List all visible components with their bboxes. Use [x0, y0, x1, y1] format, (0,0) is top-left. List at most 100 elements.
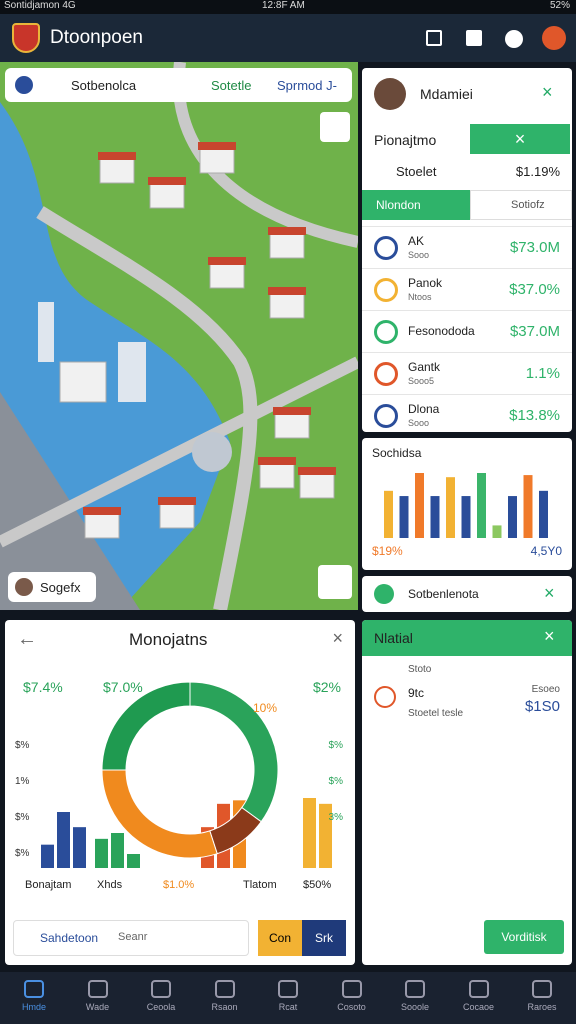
- chart-title: Sochidsa: [372, 446, 422, 460]
- carrier: Sontidjamon 4G: [4, 0, 76, 11]
- nav-item[interactable]: Raroes: [512, 980, 572, 1012]
- map-button[interactable]: [318, 565, 352, 599]
- nav-item[interactable]: Wade: [68, 980, 128, 1012]
- button[interactable]: Con: [258, 920, 302, 956]
- tab[interactable]: Sotiofz: [470, 190, 572, 220]
- bar: [111, 833, 124, 868]
- search-field[interactable]: Sahdetoon Seanr: [13, 920, 249, 956]
- back-button[interactable]: ←: [17, 628, 37, 650]
- axis-label: $%: [15, 812, 30, 823]
- icon-button[interactable]: [466, 30, 482, 46]
- map-search-bar[interactable]: Sotbenolca Sotetle Sprmod J-: [5, 68, 352, 102]
- nav-item[interactable]: Ceoola: [131, 980, 191, 1012]
- tab-label: Sotiofz: [511, 199, 545, 211]
- axis-label: $%: [329, 776, 344, 787]
- search-tab[interactable]: Sotbenolca: [71, 78, 137, 93]
- bottom-nav: Hmde Wade Ceoola Rsaon Rcat Cosoto Sooole Cocao…: [0, 972, 576, 1024]
- item-icon: [374, 686, 396, 708]
- bar: [319, 803, 332, 868]
- mini-chart: [384, 473, 548, 538]
- bar: [384, 490, 393, 538]
- bottom-label: Tlatom: [243, 879, 277, 891]
- bar: [523, 475, 533, 538]
- list-row[interactable]: Panok Ntoos $37.0%: [362, 268, 572, 309]
- close-button[interactable]: ×: [544, 626, 555, 646]
- axis-label: $%: [329, 740, 344, 751]
- avatar[interactable]: [542, 26, 566, 50]
- stat-label: Stoelet: [396, 164, 437, 179]
- bar: [477, 473, 486, 538]
- top-label: $2%: [313, 679, 341, 695]
- status-bar: Sontidjamon 4G 12:8F AM 52%: [0, 0, 576, 14]
- axis-label: 1%: [15, 776, 30, 787]
- bottom-label: Bonajtam: [25, 879, 71, 891]
- close-button[interactable]: ×: [332, 628, 343, 648]
- bar: [446, 477, 455, 538]
- tab-active[interactable]: Nlondon: [362, 190, 470, 220]
- row-title: AK: [408, 234, 425, 248]
- app-title: Dtoonpoen: [50, 27, 143, 48]
- nav-item[interactable]: Sooole: [385, 980, 445, 1012]
- bar: [539, 490, 548, 538]
- row-value: $37.0M: [509, 323, 560, 340]
- close-button[interactable]: ×: [544, 583, 555, 603]
- axis-label: 3%: [329, 812, 344, 823]
- list-row[interactable]: Fesonododa $37.0M: [362, 310, 572, 351]
- row-value: $13.8%: [509, 407, 560, 424]
- notice-icon: [374, 584, 394, 604]
- row-value: $37.0%: [509, 281, 560, 298]
- nav-label: Wade: [85, 1002, 110, 1012]
- nav-item[interactable]: Cocaoe: [449, 980, 509, 1012]
- bar: [41, 844, 54, 868]
- bar: [95, 838, 108, 868]
- axis-label: $%: [15, 848, 30, 859]
- avatar: [374, 78, 406, 110]
- search-tab[interactable]: Sotetle: [211, 78, 252, 93]
- search-text: Sahdetoon: [40, 931, 99, 945]
- nav-item[interactable]: Hmde: [4, 980, 64, 1012]
- location-chip[interactable]: Sogefx: [8, 572, 96, 602]
- nav-item[interactable]: Rcat: [258, 980, 318, 1012]
- nav-icon: [405, 980, 425, 998]
- nav-item[interactable]: Rsaon: [195, 980, 255, 1012]
- nav-label: Raroes: [527, 1002, 557, 1012]
- search-hint: Seanr: [118, 931, 148, 943]
- nav-icon: [151, 980, 171, 998]
- list-row[interactable]: Dlona Sooo $13.8%: [362, 394, 572, 432]
- button-label: Srk: [315, 931, 333, 945]
- icon-button[interactable]: [426, 30, 442, 46]
- nav-icon: [214, 980, 235, 998]
- location-label: Sogefx: [40, 580, 81, 595]
- icon-button[interactable]: [505, 30, 523, 48]
- axis-label: $%: [15, 740, 30, 751]
- item-note: Stoto: [408, 664, 432, 675]
- list-row[interactable]: Gantk Sooo5 1.1%: [362, 352, 572, 393]
- close-tab[interactable]: ×: [470, 124, 570, 154]
- bar: [303, 798, 316, 868]
- row-icon: [374, 236, 398, 260]
- row-subtitle: Sooo: [408, 250, 430, 260]
- notice-card[interactable]: Sotbenlenota ×: [362, 576, 572, 612]
- analytics-chart: $7.4% $7.0% $2% 10% $% 1% $% $% $% $% 3% Bonajtam Xh…: [15, 679, 344, 891]
- row-value: 1.1%: [525, 365, 560, 382]
- nav-item[interactable]: Cosoto: [322, 980, 382, 1012]
- action-button[interactable]: Vorditisk: [484, 920, 564, 954]
- row-icon: [374, 320, 398, 344]
- search-tab[interactable]: Sprmod J-: [277, 78, 337, 93]
- item-subtitle: Stoetel tesle: [408, 708, 464, 719]
- logo[interactable]: [12, 23, 40, 53]
- detail-title: Nlatial: [374, 630, 413, 646]
- notice-text: Sotbenlenota: [408, 587, 479, 601]
- battery: 52%: [549, 0, 570, 11]
- row-subtitle: Ntoos: [408, 292, 432, 302]
- bar: [57, 812, 70, 868]
- nav-label: Rsaon: [211, 1002, 238, 1012]
- close-button[interactable]: ×: [542, 82, 553, 102]
- button[interactable]: Srk: [302, 920, 346, 956]
- donut-segment: [101, 681, 191, 771]
- map-button[interactable]: [320, 112, 350, 142]
- bar: [399, 496, 409, 538]
- chart-label: 4,5Y0: [530, 544, 562, 558]
- list-row[interactable]: AK Sooo $73.0M: [362, 226, 572, 267]
- mini-chart-card: Sochidsa $19% 4,5Y0: [362, 438, 572, 570]
